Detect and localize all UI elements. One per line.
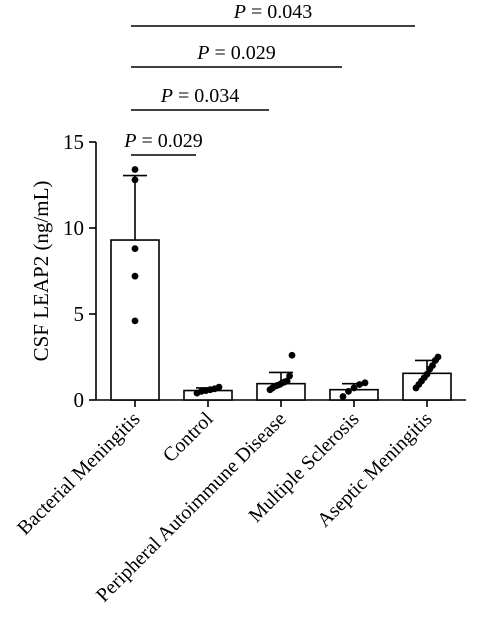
data-point bbox=[131, 176, 139, 184]
y-axis-label: CSF LEAP2 (ng/mL) bbox=[29, 181, 53, 362]
p-value-label: P = 0.034 bbox=[160, 85, 240, 107]
significance-brackets: P = 0.029 P = 0.034 P = 0.029 P = 0.043 bbox=[123, 1, 415, 156]
data-point bbox=[361, 379, 369, 387]
data-point bbox=[434, 353, 442, 361]
data-point bbox=[345, 388, 352, 395]
y-tick-label: 5 bbox=[74, 302, 85, 326]
data-point bbox=[131, 166, 139, 173]
p-value-label: P = 0.029 bbox=[123, 130, 203, 152]
data-point bbox=[131, 272, 139, 280]
data-point bbox=[286, 372, 293, 380]
error-bars bbox=[123, 174, 439, 391]
p-value-label: P = 0.043 bbox=[233, 1, 313, 23]
data-point bbox=[131, 317, 139, 325]
data-point bbox=[215, 383, 223, 391]
y-tick-label: 0 bbox=[74, 388, 85, 412]
data-point bbox=[356, 381, 363, 388]
category-label: Bacterial Meningitis bbox=[13, 408, 145, 540]
data-point bbox=[350, 384, 358, 392]
data-point bbox=[429, 362, 436, 369]
category-label: Control bbox=[159, 408, 218, 467]
data-point bbox=[339, 393, 347, 400]
y-tick-label: 15 bbox=[63, 130, 84, 154]
data-point bbox=[283, 377, 291, 385]
y-tick-label: 10 bbox=[63, 216, 84, 240]
data-point bbox=[288, 351, 296, 359]
data-points bbox=[131, 166, 442, 400]
data-point bbox=[131, 245, 139, 253]
p-value-label: P = 0.029 bbox=[196, 42, 276, 64]
data-point bbox=[423, 370, 431, 378]
